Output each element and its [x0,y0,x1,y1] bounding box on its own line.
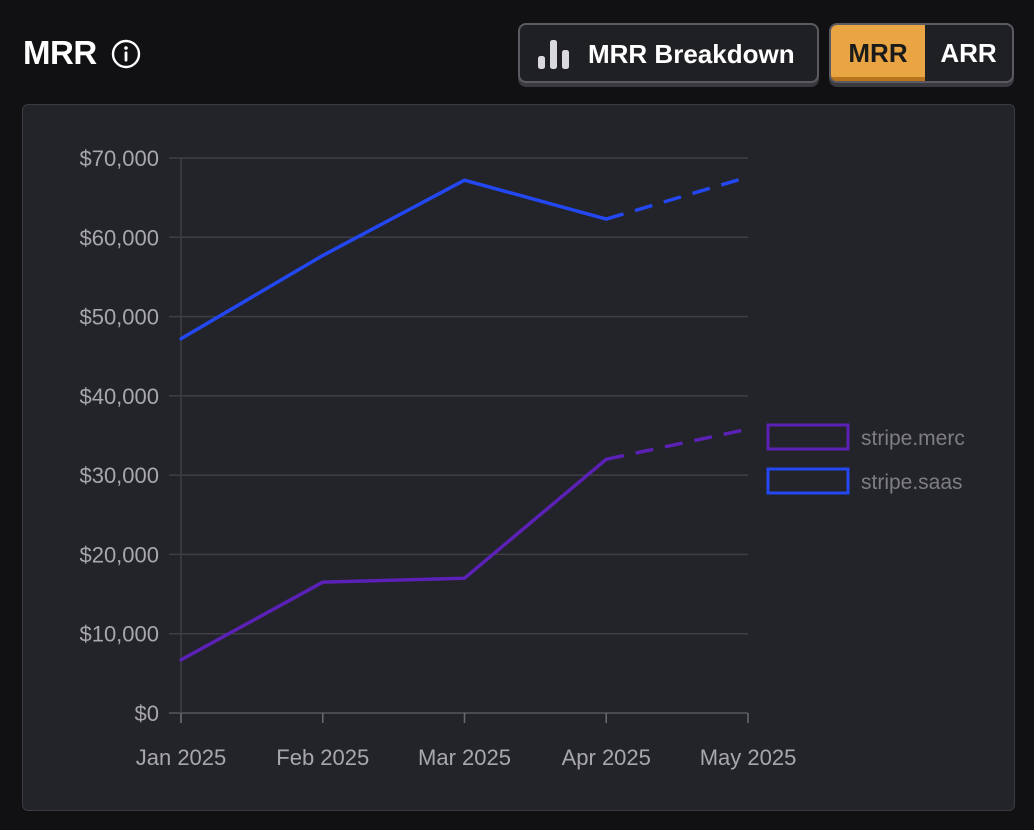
y-tick-label: $30,000 [79,463,159,488]
bar-chart-icon [538,40,569,69]
series-line-stripe-saas [179,178,608,341]
y-tick-label: $70,000 [79,146,159,171]
legend-label: stripe.saas [861,471,963,494]
y-tick-label: $60,000 [79,225,159,250]
x-tick-label: May 2025 [700,745,797,770]
x-tick-label: Mar 2025 [418,745,511,770]
series-line-stripe-merc [179,457,608,662]
mrr-line-chart: $0 $10,000 $20,000 $30,000 $40,000 $50,000 $60… [79,146,965,770]
y-tick-label: $50,000 [79,305,159,330]
y-tick-label: $40,000 [79,384,159,409]
mrr-arr-toggle[interactable]: MRR ARR [829,23,1014,83]
info-circle-icon[interactable] [110,38,142,70]
toggle-mrr[interactable]: MRR [831,25,925,81]
x-tick-label: Jan 2025 [136,745,227,770]
mrr-breakdown-button[interactable]: MRR Breakdown [518,23,819,83]
series-projection-stripe-saas [605,175,749,221]
chart-card: $0 $10,000 $20,000 $30,000 $40,000 $50,000 $60… [22,104,1015,811]
y-tick-label: $0 [135,701,159,726]
legend-swatch [766,467,850,495]
legend-swatch [766,423,850,451]
x-tick-label: Feb 2025 [276,745,369,770]
header: MRR MRR Breakdown MRR ARR [0,0,1034,100]
x-tick-label: Apr 2025 [562,745,651,770]
toggle-arr[interactable]: ARR [940,38,997,68]
y-tick-label: $10,000 [79,622,159,647]
legend-label: stripe.merc [861,427,965,450]
mrr-breakdown-label: MRR Breakdown [588,39,795,69]
series-projection-stripe-merc [605,427,749,461]
y-tick-label: $20,000 [79,542,159,567]
page-title: MRR [23,34,97,71]
